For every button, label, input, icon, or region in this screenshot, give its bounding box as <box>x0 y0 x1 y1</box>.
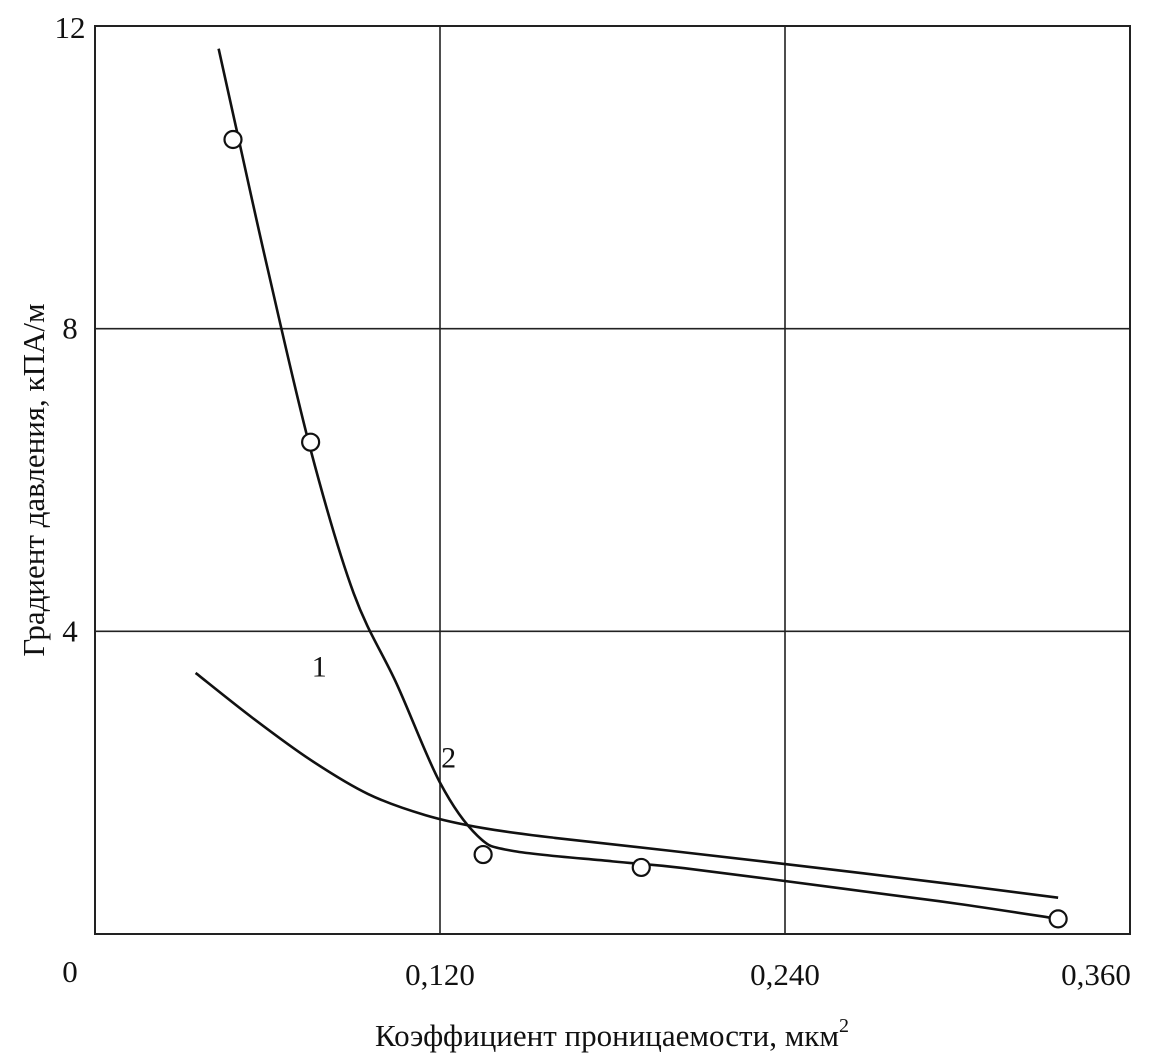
series-2-point <box>223 129 243 150</box>
series-1-line <box>194 671 1059 899</box>
series-layer: 12 <box>194 48 1068 929</box>
y-tick-label: 0 <box>62 954 78 989</box>
y-tick-label: 8 <box>62 311 78 346</box>
y-axis-label: Градиент давления, кПА/м <box>16 303 51 656</box>
series-1-label: 1 <box>312 651 327 684</box>
plot-frame <box>94 25 1131 935</box>
x-axis-label: Коэффициент проницаемости, мкм2 <box>375 1015 849 1053</box>
series-2-point <box>631 857 651 878</box>
grid <box>95 26 1130 934</box>
x-tick-label: 0,360 <box>1061 957 1131 992</box>
series-2-label: 2 <box>441 742 456 775</box>
x-tick-label: 0,120 <box>405 957 475 992</box>
y-tick-label: 12 <box>55 10 86 45</box>
x-tick-label: 0,240 <box>750 957 820 992</box>
series-2-point <box>1048 909 1068 929</box>
series-2-point <box>473 844 493 865</box>
series-2-line <box>217 48 1059 921</box>
series-2-point <box>301 432 321 452</box>
y-tick-label: 4 <box>62 613 78 648</box>
